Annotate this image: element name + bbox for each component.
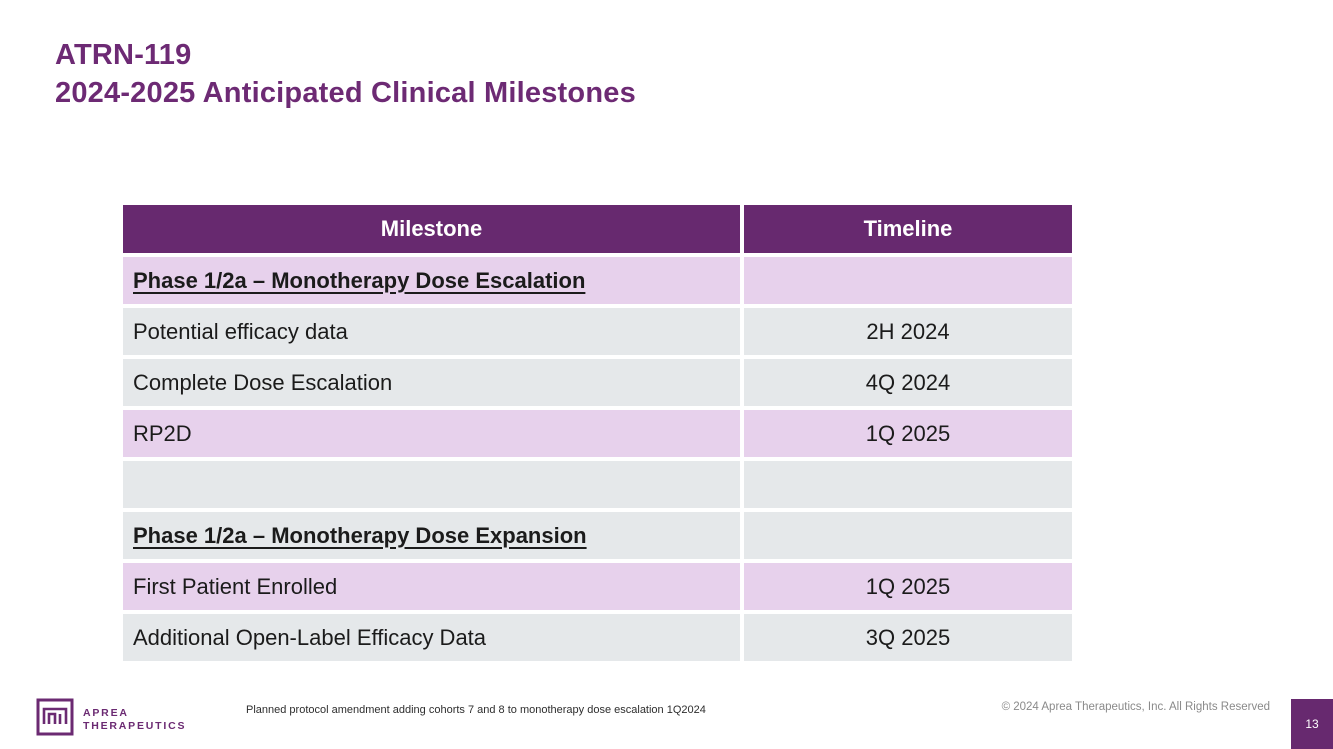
table-row: Complete Dose Escalation 4Q 2024 [123,359,1072,406]
table-header-row: Milestone Timeline [123,205,1072,253]
aprea-logo-text: APREA THERAPEUTICS [83,707,186,733]
slide-title: ATRN-119 2024-2025 Anticipated Clinical … [55,36,636,112]
milestone-cell [123,461,740,508]
table-row-spacer [123,461,1072,508]
timeline-cell: 1Q 2025 [744,410,1072,457]
logo-text-line2: THERAPEUTICS [83,719,187,732]
timeline-cell: 2H 2024 [744,308,1072,355]
milestone-cell: Phase 1/2a – Monotherapy Dose Expansion [123,512,740,559]
milestone-cell: Phase 1/2a – Monotherapy Dose Escalation [123,257,740,304]
aprea-logo: APREA THERAPEUTICS [36,698,186,741]
logo-text-line1: APREA [83,706,129,719]
milestone-cell: Complete Dose Escalation [123,359,740,406]
page-number-badge: 13 [1291,699,1333,749]
milestones-table: Milestone Timeline Phase 1/2a – Monother… [123,205,1072,665]
aprea-logo-icon [36,698,74,741]
table-row: First Patient Enrolled 1Q 2025 [123,563,1072,610]
column-header-timeline: Timeline [744,205,1072,253]
table-row-section-expansion: Phase 1/2a – Monotherapy Dose Expansion [123,512,1072,559]
milestone-cell: RP2D [123,410,740,457]
table-row-section-escalation: Phase 1/2a – Monotherapy Dose Escalation [123,257,1072,304]
timeline-cell: 4Q 2024 [744,359,1072,406]
slide-title-line1: ATRN-119 [55,39,192,71]
milestone-cell: First Patient Enrolled [123,563,740,610]
milestone-cell: Potential efficacy data [123,308,740,355]
copyright-text: © 2024 Aprea Therapeutics, Inc. All Righ… [1001,701,1270,713]
timeline-cell [744,257,1072,304]
footnote: Planned protocol amendment adding cohort… [246,704,706,716]
column-header-milestone: Milestone [123,205,740,253]
slide-title-line2: 2024-2025 Anticipated Clinical Milestone… [55,77,636,109]
table-row: RP2D 1Q 2025 [123,410,1072,457]
timeline-cell: 1Q 2025 [744,563,1072,610]
timeline-cell [744,461,1072,508]
table-row: Additional Open-Label Efficacy Data 3Q 2… [123,614,1072,661]
milestone-cell: Additional Open-Label Efficacy Data [123,614,740,661]
timeline-cell: 3Q 2025 [744,614,1072,661]
timeline-cell [744,512,1072,559]
table-row: Potential efficacy data 2H 2024 [123,308,1072,355]
